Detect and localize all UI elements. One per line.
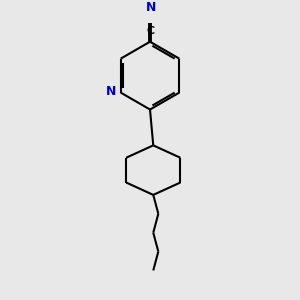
Text: N: N (146, 2, 157, 14)
Text: N: N (106, 85, 117, 98)
Text: C: C (147, 26, 155, 36)
